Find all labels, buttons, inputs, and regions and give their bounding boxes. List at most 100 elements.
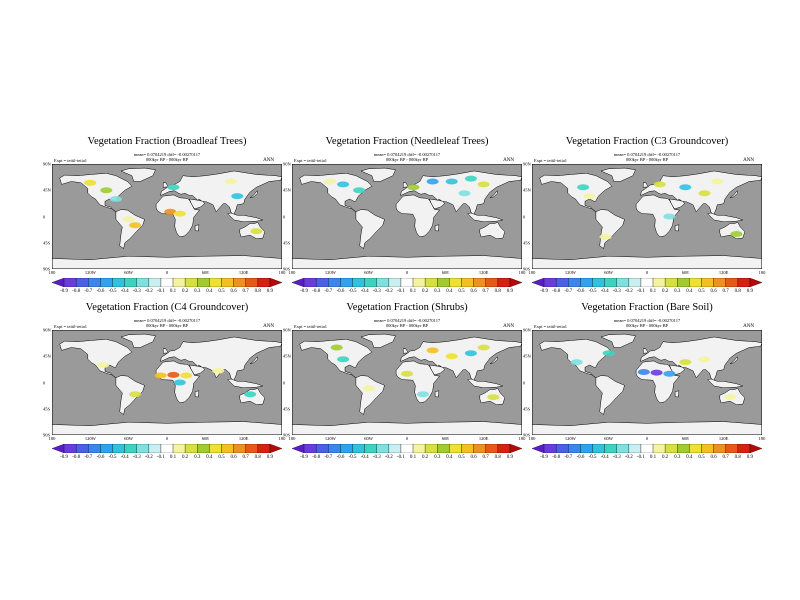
landmass-north-america <box>539 339 613 379</box>
colorbar-swatch <box>509 278 522 287</box>
anomaly-patch <box>324 178 337 185</box>
colorbar-swatch <box>701 278 714 287</box>
colorbar-label: 0.9 <box>746 289 754 294</box>
lat-tick-label: 45N <box>43 353 51 359</box>
map-panel: Vegetation Fraction (C4 Groundcover) mean… <box>43 302 285 472</box>
lat-tick-label: 45S <box>283 240 291 246</box>
landmass-antarctica <box>532 421 762 435</box>
colorbar-swatch <box>209 278 222 287</box>
colorbar-label: -0.6 <box>336 455 345 460</box>
colorbar-swatch <box>616 278 629 287</box>
map-panel: Vegetation Fraction (Needleleaf Trees) me… <box>283 136 525 306</box>
colorbar-swatch <box>257 278 271 287</box>
colorbar-label: 0.3 <box>194 289 201 294</box>
lon-tick-label: 0 <box>165 270 169 275</box>
colorbar-label: -0.2 <box>624 289 633 294</box>
colorbar-label: -0.5 <box>588 455 597 460</box>
colorbar-label: -0.5 <box>348 289 357 294</box>
colorbar-swatch <box>364 444 377 453</box>
lat-tick-label: 45N <box>43 187 51 193</box>
colorbar-label: -0.5 <box>108 455 117 460</box>
lat-tick-label: 90S <box>43 266 51 272</box>
lat-tick-label: 45N <box>523 187 531 193</box>
anomaly-patch <box>426 347 439 354</box>
colorbar-label: -0.2 <box>384 455 393 460</box>
lon-tick-label: 60E <box>681 436 689 441</box>
anomaly-patch <box>650 369 663 376</box>
colorbar-label: 0.6 <box>230 289 237 294</box>
colorbar-label: 0.8 <box>494 289 501 294</box>
colorbar-label: -0.9 <box>300 289 309 294</box>
colorbar-swatch <box>604 278 617 287</box>
colorbar-label: -0.6 <box>96 289 105 294</box>
anomaly-patch <box>129 222 142 229</box>
panel-expt: Expt = teiiil-teiia1 <box>54 324 88 329</box>
landmass-greenland <box>600 333 636 348</box>
colorbar-label: 0.2 <box>182 455 189 460</box>
lon-tick-label: 0 <box>405 436 409 441</box>
colorbar-swatch <box>148 444 162 453</box>
colorbar-swatch <box>677 278 690 287</box>
lon-tick-label: 180 <box>528 436 536 441</box>
colorbar-swatch <box>580 278 593 287</box>
colorbar-label: -0.3 <box>372 289 381 294</box>
panel-stats: mean= 0.0704219 diff= -0.00270117 <box>133 152 201 157</box>
lon-tick-label: 180 <box>288 270 296 275</box>
colorbar-swatch <box>400 278 414 287</box>
colorbar-swatch <box>364 278 377 287</box>
colorbar-swatch <box>88 444 101 453</box>
panel-period: 000kyr BP - 000kyr BP <box>385 323 429 328</box>
landmass-south-america <box>595 375 625 416</box>
anomaly-patch <box>570 359 583 366</box>
colorbar-swatch <box>485 278 498 287</box>
colorbar-label: -0.3 <box>132 289 141 294</box>
colorbar-label: 0.1 <box>649 289 657 294</box>
colorbar-label: -0.1 <box>156 455 165 460</box>
landmass-japan <box>489 190 498 199</box>
panel-season: ANN <box>263 324 274 329</box>
colorbar-swatch <box>640 444 654 453</box>
colorbar-label: 0.3 <box>194 455 201 460</box>
panel-period: 000kyr BP - 000kyr BP <box>385 157 429 162</box>
colorbar-label: 0.4 <box>446 289 453 294</box>
landmass-eurasia <box>160 336 282 382</box>
landmass-madagascar <box>434 224 440 232</box>
colorbar-swatch <box>497 278 511 287</box>
landmass-madagascar <box>434 390 440 398</box>
anomaly-patch <box>401 370 413 377</box>
colorbar-swatch <box>185 444 198 453</box>
colorbar-label: -0.4 <box>120 289 129 294</box>
colorbar-label: 0.2 <box>182 289 189 294</box>
landmass-madagascar <box>194 390 200 398</box>
colorbar-label: -0.9 <box>60 455 69 460</box>
colorbar-swatch <box>52 278 65 287</box>
lon-tick-label: 60W <box>364 270 374 275</box>
anomaly-patch <box>337 356 350 363</box>
landmass-eurasia <box>160 170 282 216</box>
colorbar-label: -0.2 <box>624 455 633 460</box>
landmass-uk <box>642 182 649 188</box>
colorbar-swatch <box>568 278 581 287</box>
anomaly-patch <box>698 356 711 363</box>
lon-tick-label: 60W <box>364 436 374 441</box>
colorbar-swatch <box>136 278 149 287</box>
panel-title: Vegetation Fraction (C4 Groundcover) <box>85 302 249 313</box>
lon-tick-label: 120E <box>718 436 729 441</box>
colorbar-label: -0.5 <box>348 455 357 460</box>
colorbar-swatch <box>461 444 474 453</box>
landmass-greenland <box>120 167 156 182</box>
panel-expt: Expt = teiiil-teiia1 <box>54 158 88 163</box>
colorbar-label: 0.4 <box>686 289 693 294</box>
landmass-north-america <box>299 339 373 379</box>
colorbar-swatch <box>449 278 462 287</box>
colorbar-swatch <box>689 278 702 287</box>
anomaly-patch <box>464 175 477 182</box>
panel-title: Vegetation Fraction (Bare Soil) <box>581 302 713 313</box>
panel-stats: mean= 0.0704219 diff= -0.00270117 <box>613 152 681 157</box>
anomaly-patch <box>173 379 186 386</box>
colorbar-label: -0.4 <box>600 455 609 460</box>
panel-title: Vegetation Fraction (Broadleaf Trees) <box>87 136 247 147</box>
anomaly-patch <box>362 385 375 392</box>
colorbar-label: 0.9 <box>266 455 274 460</box>
landmass-indonesia <box>467 378 504 389</box>
